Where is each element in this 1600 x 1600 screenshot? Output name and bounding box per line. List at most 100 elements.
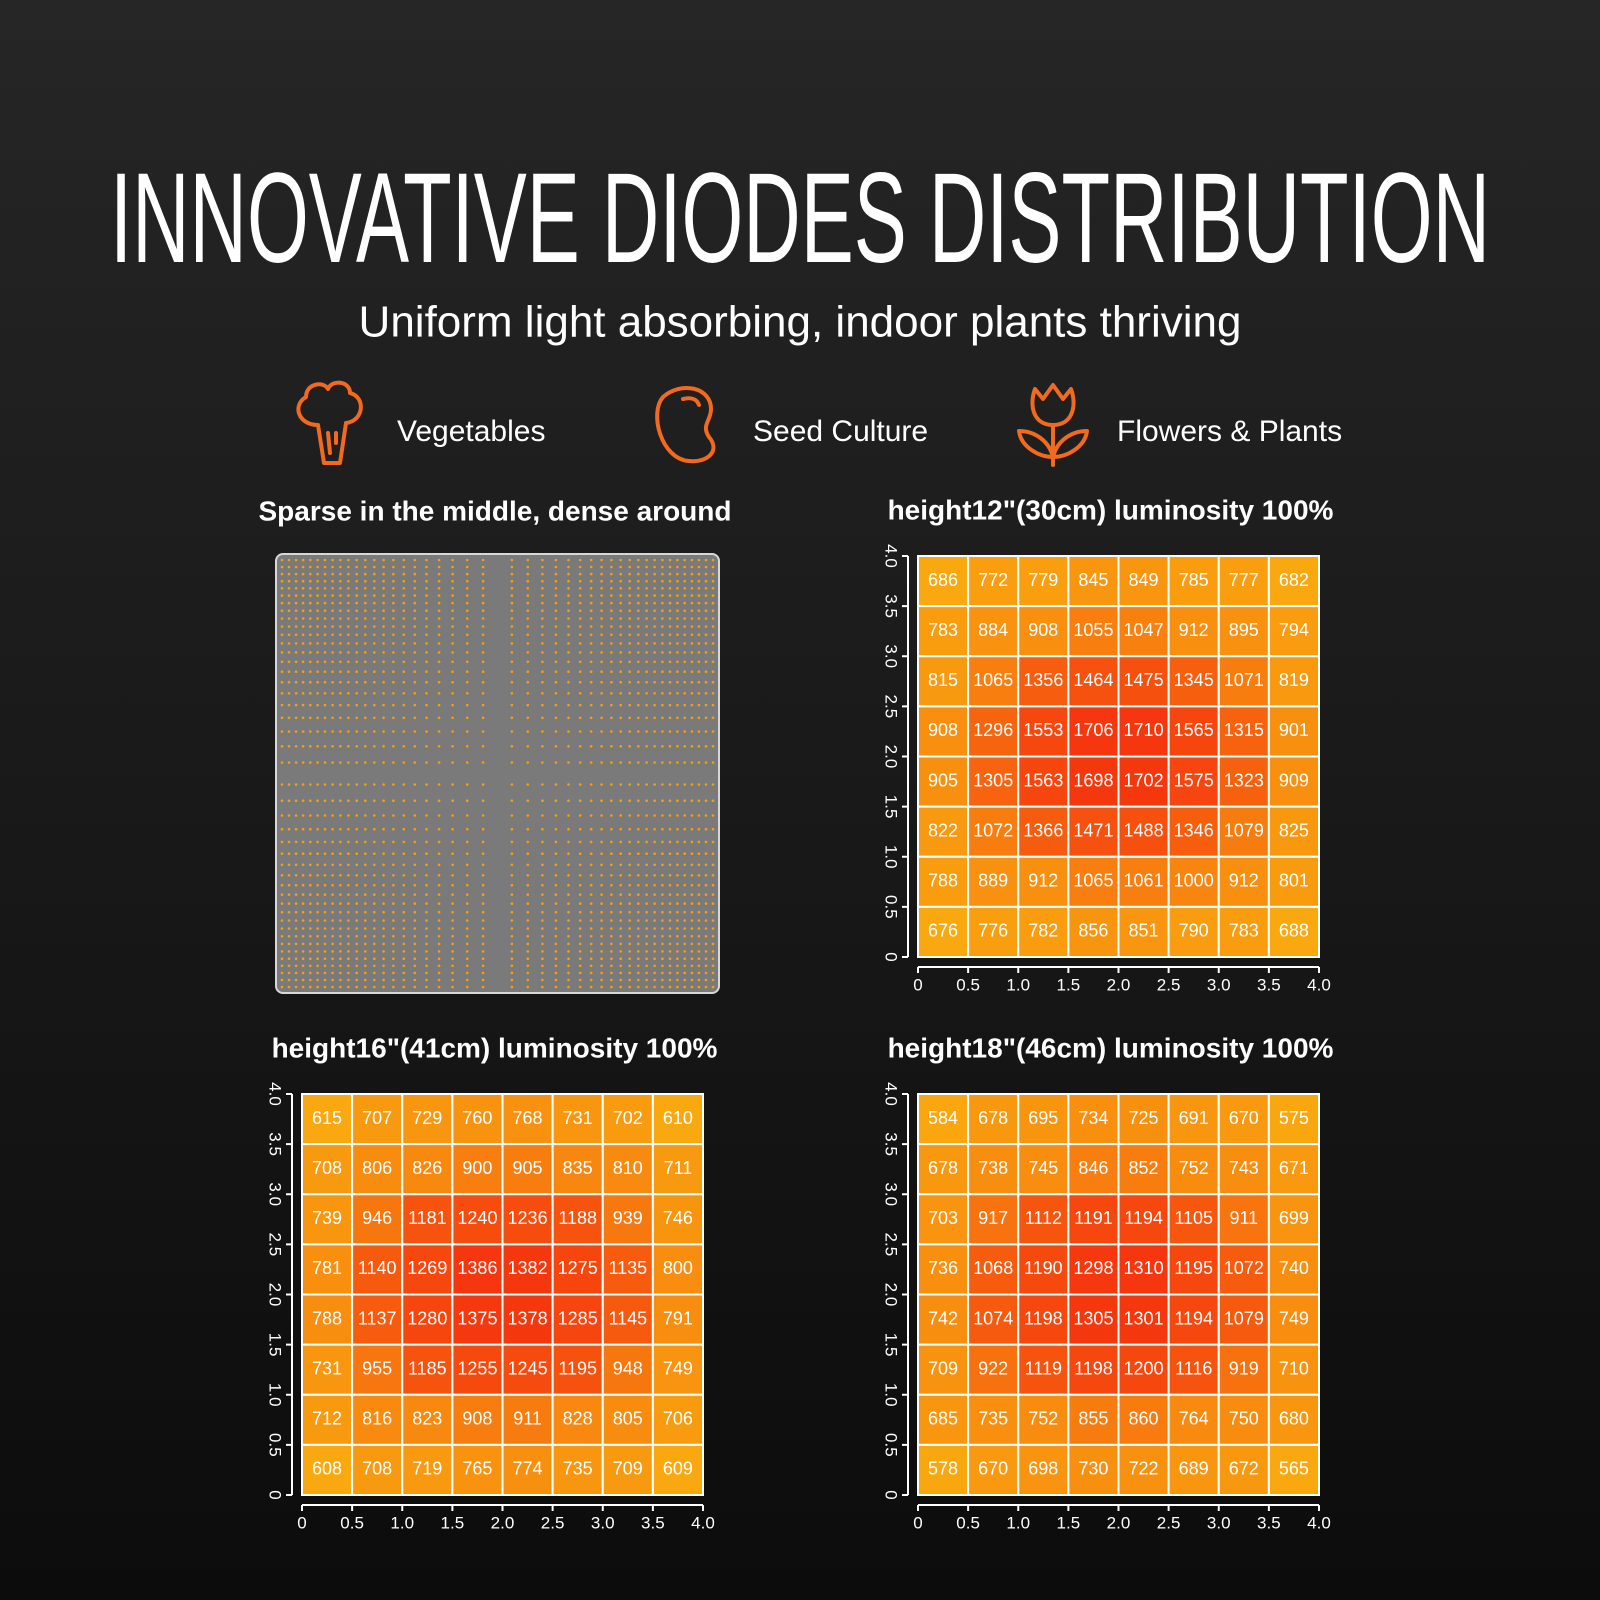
diode (711, 971, 715, 975)
diode (392, 985, 395, 989)
diode (280, 594, 284, 597)
diode (331, 730, 334, 733)
diode (676, 978, 679, 982)
diode (413, 670, 417, 673)
diode (382, 633, 385, 637)
cell-label: 948 (613, 1358, 643, 1378)
diode (653, 558, 656, 562)
diode (637, 558, 640, 562)
diode (567, 565, 570, 569)
heat-cell (501, 1343, 554, 1396)
diode (301, 799, 305, 802)
diode (541, 670, 544, 673)
diode (323, 642, 327, 645)
cell-label: 1079 (1224, 1308, 1264, 1328)
diode (554, 642, 558, 645)
diode (690, 625, 694, 628)
cell-label: 1065 (973, 670, 1013, 690)
diode (331, 617, 334, 620)
diode (301, 692, 305, 695)
diode (373, 745, 376, 748)
diode (373, 660, 376, 664)
diode (301, 827, 305, 831)
diode (309, 633, 312, 637)
x-tick-label: 3.5 (641, 1513, 665, 1532)
diode (690, 964, 694, 968)
cell-label: 1079 (1224, 820, 1264, 840)
diode (287, 617, 291, 620)
diode (347, 572, 350, 576)
diode (567, 971, 570, 975)
diode (683, 670, 686, 673)
diode (413, 863, 417, 867)
diode (668, 572, 672, 576)
diode (690, 601, 694, 605)
diode (364, 617, 367, 620)
diode (683, 761, 686, 764)
diode (653, 660, 656, 664)
diode (355, 558, 359, 562)
cell-label: 825 (1279, 820, 1309, 840)
diode (690, 957, 694, 960)
diode (600, 617, 603, 620)
diode (425, 852, 428, 855)
feature-label: Flowers & Plants (1117, 415, 1342, 448)
diode (347, 716, 350, 720)
diode (653, 579, 656, 583)
diode (323, 625, 327, 628)
diode (645, 642, 648, 645)
diode (437, 660, 441, 664)
diode (355, 799, 359, 802)
cell-label: 851 (1129, 921, 1159, 941)
diode (704, 814, 708, 817)
diode (600, 609, 603, 612)
diode (589, 680, 593, 684)
cell-label: 698 (1028, 1459, 1058, 1479)
diode (704, 957, 708, 960)
diode (425, 919, 428, 922)
diode (526, 579, 530, 583)
cell-label: 805 (613, 1409, 643, 1429)
diode (653, 799, 656, 802)
cell-label: 1137 (358, 1308, 397, 1328)
diode (331, 680, 334, 684)
heat-cell (301, 1343, 354, 1396)
diode (661, 642, 664, 645)
diode (382, 651, 385, 654)
cell-label: 725 (1129, 1108, 1159, 1128)
diode (437, 745, 441, 748)
diode (392, 950, 395, 953)
diode (280, 942, 284, 946)
diode (661, 883, 664, 887)
diode (373, 883, 376, 887)
diode (425, 863, 428, 867)
diode (402, 642, 406, 645)
cell-label: 768 (513, 1108, 543, 1128)
diode (287, 964, 291, 968)
diode (541, 985, 544, 989)
diode (541, 902, 544, 905)
diode (676, 874, 679, 877)
diode (600, 927, 603, 930)
diode (676, 985, 679, 989)
x-tick-label: 0 (297, 1513, 306, 1532)
diode (610, 680, 613, 684)
diode (526, 863, 530, 867)
diode (711, 660, 715, 664)
diode (637, 565, 640, 569)
cell-label: 735 (563, 1459, 593, 1479)
diode (619, 799, 622, 802)
diode (294, 902, 298, 905)
diode (628, 964, 631, 968)
diode (690, 558, 694, 562)
diode (425, 625, 428, 628)
diode (287, 950, 291, 953)
diode (465, 579, 469, 583)
diode (637, 935, 640, 938)
cell-label: 1305 (1073, 1308, 1113, 1328)
diode (339, 633, 342, 637)
diode (413, 950, 417, 953)
diode (589, 840, 593, 844)
diode (676, 745, 679, 748)
diode (425, 633, 428, 637)
